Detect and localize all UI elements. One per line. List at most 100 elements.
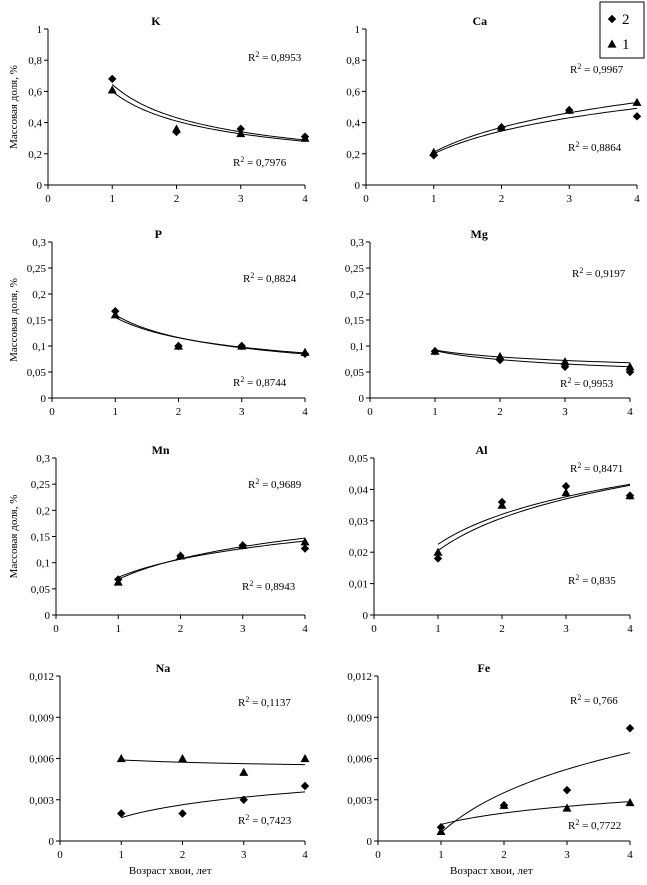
chart-panel-k: 0 0,2 0,4 0,6 0,8 1 0 1 2 3 4 K Массовая доля, % R2 =… (8, 14, 310, 205)
chart-panel-fe: 0 0,003 0,006 0,009 0,012 0 1 2 3 4 Fe Возраст хвои… (347, 661, 635, 877)
x-tick-label: 0 (49, 406, 55, 418)
trendline-series-2 (437, 484, 631, 552)
y-tick-label: 0,2 (32, 289, 46, 301)
data-point-series-1 (430, 346, 440, 355)
data-point-series-2 (562, 785, 572, 795)
x-tick-label: 3 (563, 623, 569, 635)
chart-panel-p: 0 0,05 0,1 0,15 0,2 0,25 0,3 0 1 2 3 4 P Массовая дол… (8, 227, 310, 418)
x-tick-label: 0 (57, 849, 63, 861)
y-tick-label: 0,05 (349, 453, 369, 465)
y-tick-label: 0,012 (347, 671, 372, 683)
chart-title: Mn (152, 443, 170, 457)
legend-label-1: 1 (622, 37, 630, 53)
trendline-series-2 (433, 107, 638, 155)
data-point-series-2 (300, 544, 310, 553)
data-point-series-1 (107, 85, 117, 94)
x-tick-label: 3 (239, 406, 245, 418)
chart-panel-ca: 0 0,2 0,4 0,6 0,8 1 0 1 2 3 4 Ca R2 = 0,8864 R2 = 0,9… (346, 14, 642, 205)
data-point-series-1 (172, 124, 181, 133)
x-axis-label: Возраст хвои, лет (450, 865, 533, 877)
data-point-series-1 (497, 500, 507, 509)
data-point-series-2 (433, 554, 443, 563)
y-axis-label: Массовая доля, % (8, 278, 20, 362)
chart-title: P (155, 227, 162, 241)
x-tick-label: 1 (116, 623, 122, 635)
y-tick-label: 0,4 (28, 118, 42, 130)
y-tick-label: 0,009 (29, 712, 54, 724)
data-point-series-1 (625, 362, 635, 371)
x-tick-label: 0 (363, 193, 369, 205)
chart-title: Fe (478, 661, 491, 675)
r-squared-label: R2 = 0,8864 (568, 140, 622, 154)
x-tick-label: 3 (241, 849, 247, 861)
y-tick-label: 0,009 (347, 712, 372, 724)
x-tick-label: 2 (499, 193, 505, 205)
r-squared-label: R2 = 0,8953 (248, 50, 302, 64)
data-point-series-1 (176, 551, 185, 560)
x-tick-label: 2 (174, 193, 180, 205)
data-point-series-1 (110, 310, 120, 319)
chart-panel-mg: 0 0,05 0,1 0,15 0,2 0,25 0,3 0 1 2 3 4 Mg R2 = 0,9953… (345, 227, 635, 418)
r-squared-label: R2 = 0,7976 (233, 155, 287, 169)
x-tick-label: 3 (567, 193, 573, 205)
trendline-series-2 (434, 350, 631, 368)
trendline-series-1 (111, 91, 306, 142)
x-tick-label: 2 (180, 849, 186, 861)
data-point-series-1 (429, 147, 439, 156)
y-tick-label: 0,15 (31, 532, 51, 544)
y-tick-label: 0 (37, 180, 43, 192)
data-point-series-1 (113, 577, 123, 586)
x-tick-label: 1 (435, 623, 441, 635)
x-tick-label: 2 (499, 623, 505, 635)
x-tick-label: 1 (119, 849, 125, 861)
y-tick-label: 1 (37, 24, 43, 36)
data-point-series-1 (116, 754, 126, 763)
r-squared-label: R2 = 0,8471 (570, 461, 623, 475)
x-axis-label: Возраст хвои, лет (129, 865, 212, 877)
trendline-series-1 (437, 483, 631, 545)
trendline-series-1 (115, 316, 306, 354)
data-point-series-1 (561, 488, 571, 497)
data-point-series-1 (237, 341, 247, 350)
legend: 21 (599, 1, 645, 59)
x-tick-label: 4 (302, 623, 308, 635)
r-squared-label: R2 = 0,9689 (248, 477, 302, 491)
legend-label-2: 2 (622, 12, 630, 28)
legend-marker-1 (607, 39, 617, 48)
y-tick-label: 0,2 (346, 149, 360, 161)
data-point-series-2 (300, 781, 310, 791)
y-tick-label: 0,03 (349, 516, 369, 528)
x-tick-label: 1 (432, 406, 438, 418)
chart-title: Mg (471, 227, 488, 241)
y-tick-label: 0,05 (27, 367, 47, 379)
data-point-series-1 (300, 537, 310, 546)
data-point-series-1 (236, 129, 246, 138)
legend-marker-2 (607, 14, 617, 24)
y-tick-label: 0,8 (346, 55, 360, 67)
y-tick-label: 0,01 (349, 579, 368, 591)
x-tick-label: 3 (238, 193, 244, 205)
data-point-series-1 (178, 754, 187, 763)
data-point-series-1 (562, 803, 572, 812)
y-tick-label: 0,05 (345, 367, 365, 379)
x-tick-label: 4 (634, 193, 640, 205)
data-point-series-1 (300, 754, 310, 763)
data-point-series-1 (433, 547, 443, 556)
y-tick-label: 0,003 (347, 795, 372, 807)
chart-panel-na: 0 0,003 0,006 0,009 0,012 0 1 2 3 4 Na Возраст хвои… (29, 661, 310, 877)
y-tick-label: 0,006 (347, 754, 372, 766)
x-tick-label: 4 (627, 406, 633, 418)
y-tick-label: 0,8 (28, 55, 42, 67)
y-tick-label: 0,05 (31, 584, 51, 596)
legend-box (599, 1, 645, 59)
y-tick-label: 0 (359, 393, 365, 405)
y-tick-label: 0,3 (32, 237, 46, 249)
trendline-series-2 (440, 752, 631, 834)
r-squared-label: R2 = 0,7722 (568, 818, 621, 832)
y-tick-label: 0,006 (29, 754, 54, 766)
trendline-series-2 (121, 791, 306, 819)
y-tick-label: 0,1 (350, 341, 364, 353)
trendline-series-1 (434, 349, 631, 364)
r-squared-label: R2 = 0,766 (570, 693, 618, 707)
